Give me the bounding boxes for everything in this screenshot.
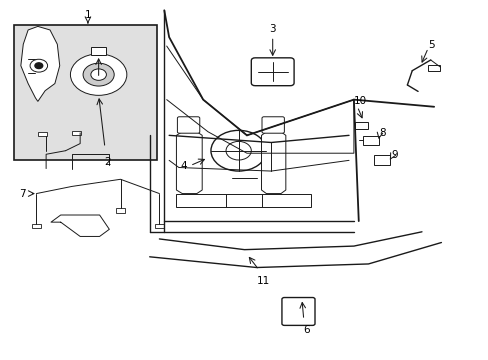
Text: 8: 8 (379, 128, 386, 138)
Bar (91, 47, 106, 55)
Bar (362, 136, 378, 145)
Circle shape (30, 59, 47, 72)
Text: 2: 2 (104, 157, 110, 167)
Circle shape (83, 63, 114, 86)
Text: 11: 11 (256, 276, 269, 286)
Circle shape (225, 141, 251, 160)
Polygon shape (261, 194, 310, 207)
Bar (38, 132, 47, 136)
Bar (155, 224, 163, 228)
Bar (373, 156, 389, 165)
FancyBboxPatch shape (262, 117, 284, 133)
Bar (116, 208, 124, 212)
Text: 10: 10 (353, 96, 366, 106)
Bar (427, 65, 440, 71)
FancyBboxPatch shape (251, 58, 293, 86)
Text: 3: 3 (269, 24, 275, 34)
Polygon shape (176, 194, 225, 207)
Bar (32, 224, 41, 228)
Bar (355, 122, 367, 129)
Bar (72, 131, 81, 135)
Polygon shape (176, 132, 202, 194)
Bar (14, 24, 157, 160)
Circle shape (35, 63, 42, 68)
Text: 1: 1 (84, 10, 91, 20)
Text: 7: 7 (19, 189, 26, 199)
Polygon shape (261, 132, 285, 194)
FancyBboxPatch shape (177, 117, 200, 133)
Circle shape (91, 69, 106, 80)
Polygon shape (21, 26, 60, 102)
Circle shape (70, 54, 126, 95)
Text: 6: 6 (303, 325, 309, 335)
Text: 5: 5 (427, 40, 434, 50)
Text: 9: 9 (391, 150, 398, 160)
FancyBboxPatch shape (282, 297, 314, 325)
Text: 4: 4 (180, 161, 187, 171)
Circle shape (210, 130, 266, 171)
